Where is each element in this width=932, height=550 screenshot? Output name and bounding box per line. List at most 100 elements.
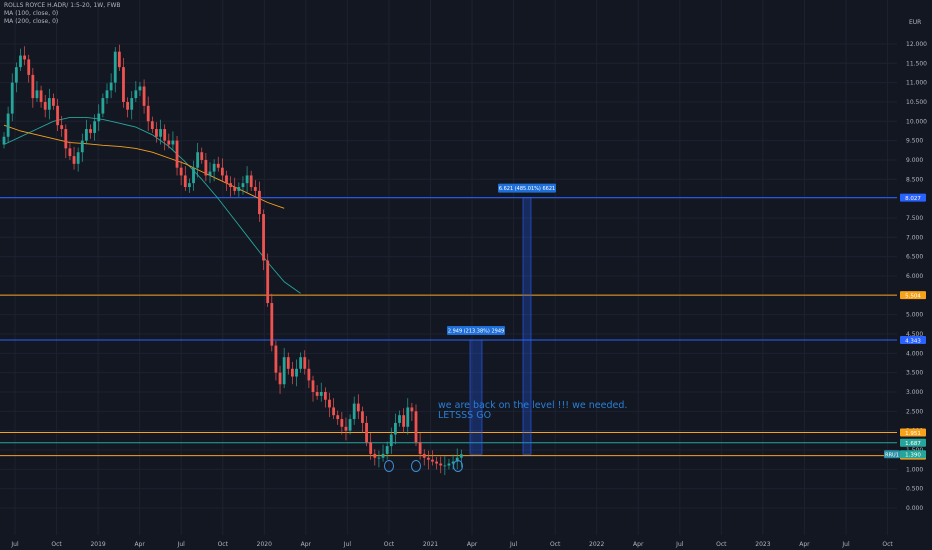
candle-body [80,140,84,153]
candle-body [381,453,385,458]
candle-body [311,380,315,392]
support-circle [453,460,463,472]
candle-body [369,442,373,454]
measure-label: 2.949 (213.38%) 2949 [448,328,504,334]
text-annotation[interactable]: we are back on the level !!! we needed. … [438,401,627,421]
candle-body [303,357,307,369]
candle-body [142,86,146,106]
time-tick-label: Apr [301,541,312,548]
price-tick-label: 8.500 [906,176,923,183]
candle-body [426,457,430,460]
candle-body [97,113,101,122]
price-tick-label: 0.000 [906,505,923,512]
measure-label-bg [447,326,505,336]
candle-body [2,136,6,145]
candle-body [188,183,191,188]
level-price-tag [900,291,926,300]
candle-body [414,411,418,443]
candle-body [216,163,220,168]
candle-body [233,187,237,191]
price-tick-label: 2.500 [906,408,923,415]
level-price-tag [900,193,926,202]
level-price-text: 5.504 [905,293,921,299]
candle-body [249,175,253,188]
candle-body [130,98,134,110]
candle-body [398,415,401,423]
candle-body [385,446,389,454]
candle-body [402,415,406,427]
price-tick-label: 5.000 [906,312,923,319]
time-tick-label: Oct [51,541,62,548]
time-tick-label: Oct [550,541,561,548]
candle-body [126,101,129,110]
ma-200-legend[interactable]: MA (200, close, 0) [4,18,59,25]
candle-body [258,190,261,215]
candle-body [72,156,76,164]
current-price-tag [900,450,926,459]
candle-body [208,171,212,176]
time-tick-label: 2021 [423,541,438,548]
candle-body [352,403,356,420]
candle-body [117,51,121,68]
candles [2,44,463,476]
candle-body [406,407,410,427]
candle-body [451,461,455,464]
time-tick-label: 2020 [257,541,272,548]
candle-body [262,214,265,261]
support-circle [384,460,394,472]
candle-body [245,175,249,184]
ma-100-legend[interactable]: MA (100, close, 0) [4,10,59,17]
candle-body [14,67,18,83]
candle-body [163,129,167,141]
candle-body [60,125,64,130]
time-tick-label: Jul [841,541,850,548]
candle-body [455,457,459,462]
candle-body [328,399,331,408]
ma-100-line [3,116,301,294]
candle-body [356,403,360,412]
candle-body [225,175,228,184]
candle-body [431,459,434,462]
time-axis[interactable]: Jul Oct 2019 Apr Jul Oct 2020 Apr Jul Oct 2021 Apr J… [10,541,893,548]
level-price-text: 1.951 [905,431,921,437]
candle-body [220,167,224,176]
candle-body [323,391,327,400]
time-tick-label: Oct [218,541,229,548]
time-tick-label: Oct [716,541,727,548]
candle-body [295,368,298,377]
price-tick-label: 4.000 [906,350,923,357]
price-tick-label: 4.500 [906,331,923,338]
candle-body [196,152,200,168]
candle-body [134,90,138,99]
candle-body [212,163,216,172]
candle-body [138,86,142,91]
level-price-tag [900,336,926,345]
candle-body [101,98,105,114]
candle-body [229,183,232,188]
candle-body [27,59,31,75]
symbol-title[interactable]: ROLLS ROYCE H.ADR/ 1:5-20, 1W, FWB [4,2,121,9]
measure-box [522,197,532,455]
candle-body [122,67,125,102]
candle-body [93,121,97,133]
time-tick-label: Jul [10,541,19,548]
candle-body [64,129,68,149]
candle-body [270,303,274,346]
candle-body [291,368,294,377]
candle-body [410,407,414,412]
horizontal-levels [0,197,897,457]
candle-body [105,90,109,99]
candle-body [237,187,241,191]
measure-label-bg [498,183,556,193]
price-tick-label: 10.000 [906,118,927,125]
candle-body [422,453,426,458]
candle-body [89,129,92,133]
candle-body [167,140,171,145]
candle-body [344,426,348,431]
price-tick-label: 9.000 [906,157,923,164]
candle-body [377,457,381,459]
price-tick-label: 0.500 [906,486,923,493]
candle-body [179,167,183,176]
